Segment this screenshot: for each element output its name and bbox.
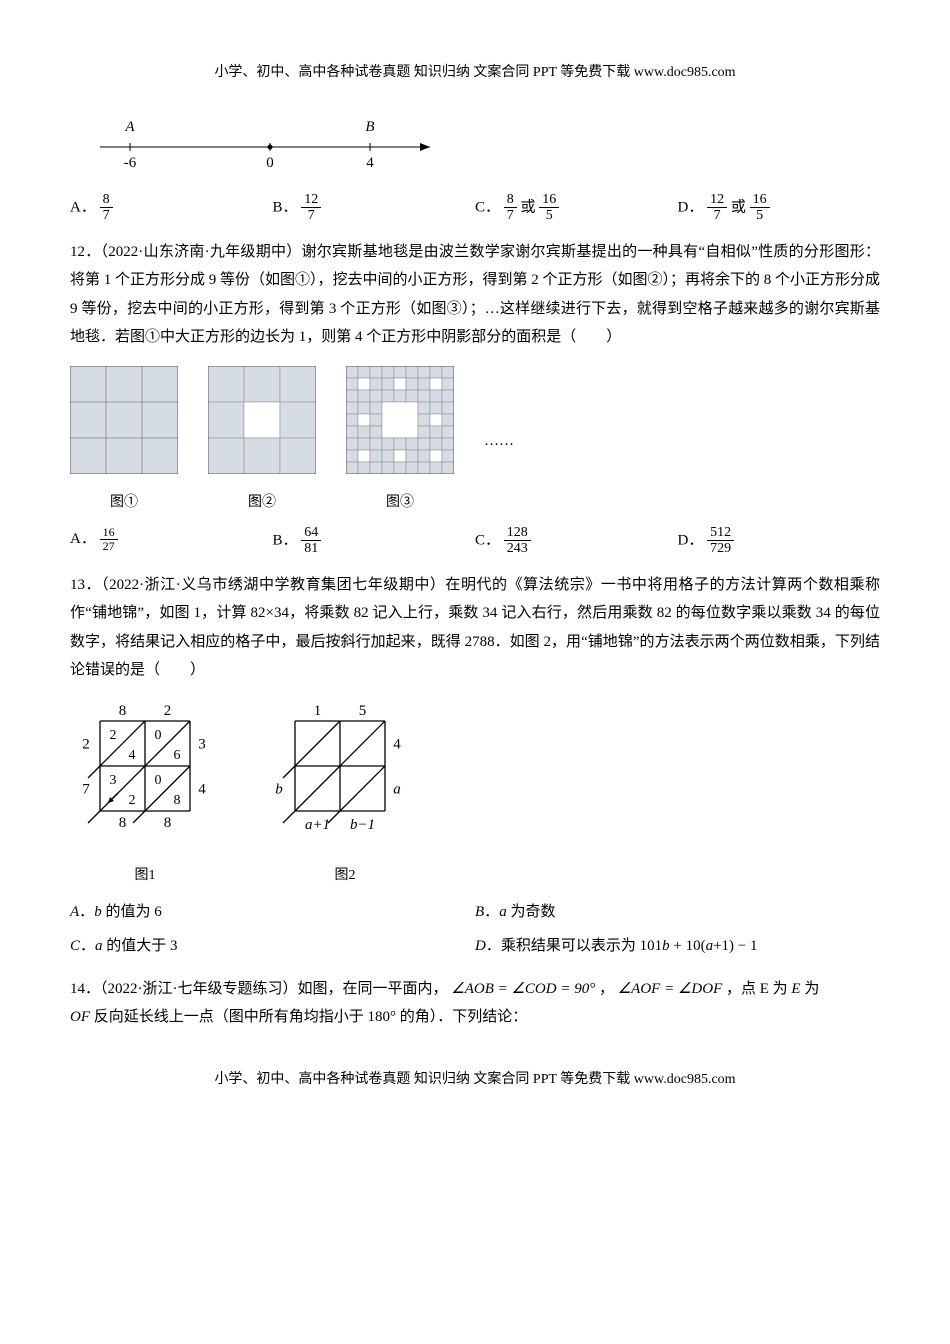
svg-text:4: 4 bbox=[198, 781, 206, 797]
svg-text:2: 2 bbox=[82, 736, 90, 752]
page-header: 小学、初中、高中各种试卷真题 知识归纳 文案合同 PPT 等免费下载 www.d… bbox=[70, 60, 880, 87]
opt-C: C． 87 或 165 bbox=[475, 192, 678, 224]
svg-text:3: 3 bbox=[198, 736, 206, 752]
svg-text:8: 8 bbox=[119, 815, 127, 831]
svg-text:3: 3 bbox=[110, 773, 117, 788]
frac-num: 8 bbox=[504, 192, 517, 208]
svg-text:4: 4 bbox=[129, 748, 136, 763]
svg-text:7: 7 bbox=[82, 781, 90, 797]
svg-text:2: 2 bbox=[164, 703, 172, 719]
q14-t1: 14．（2022·浙江·七年级专题练习）如图，在同一平面内， bbox=[70, 981, 448, 997]
or-text: 或 bbox=[521, 199, 536, 215]
frac-den: 27 bbox=[100, 540, 118, 553]
q12-options: A． 1627 B． 6481 C． 128243 D． 512729 bbox=[70, 525, 880, 557]
pudijin-fig1: 8234278824063208 bbox=[70, 699, 220, 849]
pudijin-figures: 8234278824063208 图1 154aba+1b−1 图2 bbox=[70, 699, 880, 890]
opt-B: B． 6481 bbox=[273, 525, 476, 557]
opt-label: C． bbox=[475, 532, 500, 548]
sierpinski-figures: 图① 图② 图③ …… bbox=[70, 366, 880, 517]
frac-den: 729 bbox=[707, 541, 734, 556]
caption-fig1: 图1 bbox=[70, 863, 220, 890]
svg-text:b−1: b−1 bbox=[350, 817, 375, 833]
svg-text:a+1: a+1 bbox=[305, 817, 330, 833]
q14-t2: ， bbox=[599, 981, 614, 997]
frac-den: 81 bbox=[301, 541, 321, 556]
frac-num: 64 bbox=[301, 525, 321, 541]
pudijin-fig2: 1 5 4 a b a+1 b−1 bbox=[260, 699, 430, 849]
opt-label: A． bbox=[70, 199, 96, 215]
svg-text:0: 0 bbox=[155, 728, 162, 743]
svg-text:2: 2 bbox=[110, 728, 117, 743]
frac-den: 5 bbox=[539, 208, 559, 223]
svg-text:0: 0 bbox=[155, 773, 162, 788]
q14-text: 14．（2022·浙江·七年级专题练习）如图，在同一平面内， ∠AOB = ∠C… bbox=[70, 975, 880, 1032]
svg-text:b: b bbox=[275, 781, 283, 797]
svg-text:8: 8 bbox=[164, 815, 172, 831]
frac-den: 7 bbox=[100, 208, 113, 223]
opt-B: B． 127 bbox=[273, 192, 476, 224]
sierpinski-1 bbox=[70, 366, 178, 474]
frac-den: 5 bbox=[750, 208, 770, 223]
opt-label: A． bbox=[70, 531, 96, 547]
or-text: 或 bbox=[731, 199, 746, 215]
frac-num: 16 bbox=[750, 192, 770, 208]
nl-label-B: B bbox=[365, 119, 374, 135]
q13-options: A．b 的值为 6 B．a 为奇数 C．a 的值大于 3 D．乘积结果可以表示为… bbox=[70, 898, 880, 961]
opt-A: A． 87 bbox=[70, 192, 273, 224]
nl-label-A: A bbox=[124, 119, 135, 135]
frac-num: 12 bbox=[707, 192, 727, 208]
opt-label: C． bbox=[475, 199, 500, 215]
opt-A: A． 1627 bbox=[70, 525, 273, 557]
svg-text:2: 2 bbox=[129, 793, 136, 808]
svg-text:8: 8 bbox=[174, 793, 181, 808]
opt-D: D．乘积结果可以表示为 101b + 10(a+1) − 1 bbox=[475, 932, 880, 961]
q11-options: A． 87 B． 127 C． 87 或 165 D． 127 或 165 bbox=[70, 192, 880, 224]
nl-tick-A: -6 bbox=[124, 155, 137, 171]
opt-D: D． 127 或 165 bbox=[678, 192, 881, 224]
svg-text:8: 8 bbox=[119, 703, 127, 719]
frac-den: 243 bbox=[504, 541, 531, 556]
page-footer: 小学、初中、高中各种试卷真题 知识归纳 文案合同 PPT 等免费下载 www.d… bbox=[70, 1067, 880, 1094]
svg-text:1: 1 bbox=[314, 703, 322, 719]
q13-text: 13．（2022·浙江·义乌市绣湖中学教育集团七年级期中）在明代的《算法统宗》一… bbox=[70, 571, 880, 685]
caption-3: 图③ bbox=[346, 490, 454, 517]
q14-eq1: ∠AOB = ∠COD = 90° bbox=[451, 981, 595, 997]
frac-num: 128 bbox=[504, 525, 531, 541]
opt-A: A．b 的值为 6 bbox=[70, 898, 475, 927]
opt-B: B．a 为奇数 bbox=[475, 898, 880, 927]
number-line-figure: A B -6 0 4 bbox=[90, 117, 880, 183]
sierpinski-2 bbox=[208, 366, 316, 474]
svg-text:a: a bbox=[393, 781, 401, 797]
frac-den: 7 bbox=[301, 208, 321, 223]
sierpinski-3 bbox=[346, 366, 454, 474]
opt-label: D． bbox=[678, 532, 704, 548]
frac-num: 12 bbox=[301, 192, 321, 208]
caption-fig2: 图2 bbox=[260, 863, 430, 890]
caption-1: 图① bbox=[70, 490, 178, 517]
frac-den: 7 bbox=[504, 208, 517, 223]
frac-num: 8 bbox=[100, 192, 113, 208]
q14-t3: ，点 E 为 bbox=[726, 981, 788, 997]
frac-num: 16 bbox=[100, 526, 118, 540]
nl-tick-0: 0 bbox=[266, 155, 274, 171]
caption-2: 图② bbox=[208, 490, 316, 517]
opt-label: D． bbox=[678, 199, 704, 215]
svg-text:6: 6 bbox=[174, 748, 181, 763]
opt-D: D． 512729 bbox=[678, 525, 881, 557]
q14-eq2: ∠AOF = ∠DOF bbox=[618, 981, 723, 997]
opt-label: B． bbox=[273, 532, 298, 548]
arrow-icon bbox=[420, 143, 430, 151]
frac-num: 512 bbox=[707, 525, 734, 541]
caption-dots: …… bbox=[484, 433, 514, 449]
frac-num: 16 bbox=[539, 192, 559, 208]
opt-label: B． bbox=[273, 199, 298, 215]
frac-den: 7 bbox=[707, 208, 727, 223]
opt-C: C． 128243 bbox=[475, 525, 678, 557]
nl-tick-B: 4 bbox=[366, 155, 374, 171]
number-line-svg: A B -6 0 4 bbox=[90, 117, 460, 172]
opt-C: C．a 的值大于 3 bbox=[70, 932, 475, 961]
svg-text:5: 5 bbox=[359, 703, 367, 719]
q12-text: 12．（2022·山东济南·九年级期中）谢尔宾斯基地毯是由波兰数学家谢尔宾斯基提… bbox=[70, 238, 880, 352]
svg-text:4: 4 bbox=[393, 736, 401, 752]
